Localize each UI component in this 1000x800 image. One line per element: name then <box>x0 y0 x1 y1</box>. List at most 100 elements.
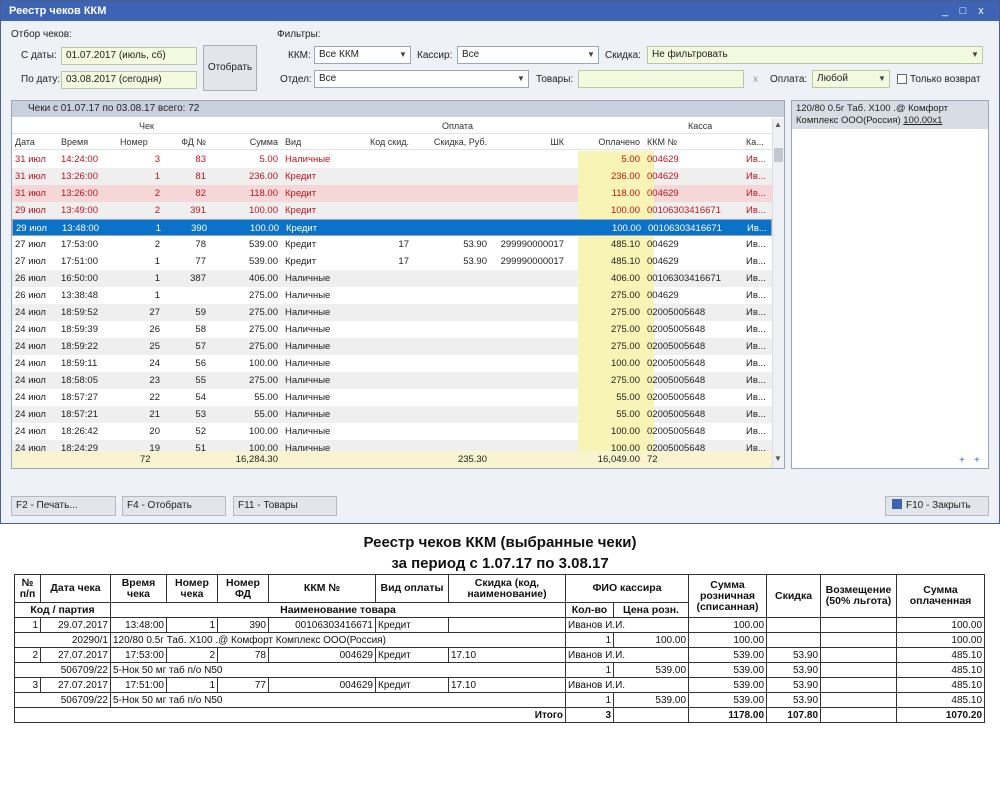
col-kkm[interactable]: ККМ № <box>647 137 678 147</box>
chevron-down-icon: ▼ <box>878 74 886 83</box>
r-date: 29.07.2017 <box>40 617 111 633</box>
cell-kkm: 02005005648 <box>647 375 706 386</box>
r-discount: 53.90 <box>766 647 822 663</box>
table-row[interactable]: 26 июл 16:50:00 1 387 406.00 Наличные 406.00 00… <box>12 270 772 287</box>
receipt-item[interactable]: 120/80 0.5г Таб. Х100 .@ Комфорт Комплек… <box>792 101 988 129</box>
select-f4-button[interactable]: F4 - Отобрать <box>122 496 226 516</box>
col-kind[interactable]: Вид <box>285 137 302 147</box>
cell-discount <box>418 220 488 235</box>
cell-time: 13:49:00 <box>61 205 98 216</box>
select-button[interactable]: Отобрать <box>203 45 257 91</box>
kkm-label: ККМ: <box>288 50 311 61</box>
table-row[interactable]: 24 июл 18:57:27 22 54 55.00 Наличные 55.00 0200… <box>12 389 772 406</box>
r-cashier: Иванов И.И. <box>564 647 690 663</box>
from-date-field[interactable]: 01.07.2017 (июль, сб) <box>61 47 197 65</box>
cell-discount-code <box>357 338 409 355</box>
cell-fd: 51 <box>195 443 206 451</box>
col-number[interactable]: Номер <box>120 137 148 147</box>
r-item-sum: 100.00 <box>688 632 768 648</box>
cell-date: 26 июл <box>15 290 46 301</box>
print-button[interactable]: F2 - Печать... <box>11 496 116 516</box>
paid-highlight <box>578 168 654 185</box>
table-row[interactable]: 29 июл 13:49:00 2 391 100.00 Кредит 100.00 0010… <box>12 202 772 219</box>
r-item-price: 539.00 <box>612 662 690 678</box>
dept-select-value: Все <box>319 73 337 84</box>
cell-number: 1 <box>154 273 160 284</box>
table-row[interactable]: 31 июл 13:26:00 1 81 236.00 Кредит 236.00 00462… <box>12 168 772 185</box>
table-row[interactable]: 24 июл 18:59:52 27 59 275.00 Наличные 275.00 02… <box>12 304 772 321</box>
cell-discount <box>417 168 487 185</box>
receipt-item-amount-link[interactable]: 100.00x1 <box>903 115 943 126</box>
maximize-icon[interactable]: □ <box>959 5 967 17</box>
table-row[interactable]: 24 июл 18:59:22 25 57 275.00 Наличные 275.00 02… <box>12 338 772 355</box>
col-time[interactable]: Время <box>61 137 89 147</box>
col-date[interactable]: Дата <box>15 137 35 147</box>
add-icon[interactable]: + <box>959 455 965 466</box>
r-kkm: 004629 <box>268 647 376 663</box>
dept-select[interactable]: Все ▼ <box>314 70 529 88</box>
col-discount-code[interactable]: Код скид. <box>369 137 409 147</box>
table-row[interactable]: 24 июл 18:24:29 19 51 100.00 Наличные 100.00 02… <box>12 440 772 451</box>
receipts-grid: Чеки с 01.07.17 по 03.08.17 всего: 72 Че… <box>11 100 785 469</box>
cell-fd: 83 <box>195 154 206 165</box>
chevron-down-icon: ▼ <box>517 74 525 83</box>
close-button[interactable]: F10 - Закрыть <box>885 496 989 516</box>
scroll-thumb[interactable] <box>774 148 783 162</box>
cell-time: 17:53:00 <box>61 239 98 250</box>
window-titlebar: Реестр чеков ККМ <box>1 1 999 21</box>
r-total-sum: 1178.00 <box>688 707 768 723</box>
cell-barcode <box>492 372 564 389</box>
r-item-discount: 53.90 <box>766 662 822 678</box>
rh-price: Цена розн. <box>612 602 690 618</box>
table-row[interactable]: 24 июл 18:26:42 20 52 100.00 Наличные 100.00 02… <box>12 423 772 440</box>
discount-select[interactable]: Не фильтровать ▼ <box>647 46 983 64</box>
clear-goods-icon[interactable]: x <box>753 74 758 85</box>
table-row[interactable]: 24 июл 18:59:11 24 56 100.00 Наличные 100.00 02… <box>12 355 772 372</box>
goods-button[interactable]: F11 - Товары <box>233 496 337 516</box>
scroll-down-icon[interactable]: ▼ <box>774 454 782 463</box>
table-row[interactable]: 29 июл 13:48:00 1 390 100.00 Кредит 100.00 0010… <box>12 219 772 236</box>
kkm-select[interactable]: Все ККМ ▼ <box>314 46 411 64</box>
cell-kkm: 004629 <box>647 154 679 165</box>
cell-paid: 236.00 <box>610 171 640 182</box>
table-row[interactable]: 24 июл 18:59:39 26 58 275.00 Наличные 275.00 02… <box>12 321 772 338</box>
cell-cashier: Ив... <box>746 358 766 369</box>
r-total-discount: 107.80 <box>766 707 822 723</box>
col-paid[interactable]: Оплачено <box>598 137 640 147</box>
payment-select[interactable]: Любой ▼ <box>812 70 890 88</box>
add-all-icon[interactable]: + <box>974 455 980 466</box>
col-cashier[interactable]: Ка... <box>746 137 764 147</box>
report-receipt-row: 3 27.07.2017 17:51:00 1 77 004629 Кредит 17.10 И… <box>14 677 986 693</box>
grid-scrollbar[interactable]: ▲ ▼ <box>772 118 784 468</box>
cell-kkm: 02005005648 <box>647 358 706 369</box>
minimize-icon[interactable]: _ <box>941 5 949 17</box>
table-row[interactable]: 31 июл 13:26:00 2 82 118.00 Кредит 118.00 00462… <box>12 185 772 202</box>
table-row[interactable]: 26 июл 13:38:48 1 275.00 Наличные 275.00 00462… <box>12 287 772 304</box>
cell-kind: Наличные <box>285 409 331 420</box>
cell-paid: 275.00 <box>610 307 640 318</box>
r-item-paid: 485.10 <box>896 692 986 708</box>
to-date-field[interactable]: 03.08.2017 (сегодня) <box>61 71 197 89</box>
col-discount-rub[interactable]: Скидка, Руб. <box>433 137 487 147</box>
rh-paid-sum: Сумма оплаченная <box>896 574 986 618</box>
goods-field[interactable] <box>578 70 744 88</box>
table-row[interactable]: 24 июл 18:57:21 21 53 55.00 Наличные 55.00 0200… <box>12 406 772 423</box>
cell-number: 2 <box>154 239 160 250</box>
table-row[interactable]: 27 июл 17:51:00 1 77 539.00 Кредит 17 53.90 2999… <box>12 253 772 270</box>
close-icon[interactable]: x <box>978 5 984 17</box>
cashier-select[interactable]: Все ▼ <box>457 46 599 64</box>
cell-sum: 118.00 <box>249 188 278 199</box>
scroll-up-icon[interactable]: ▲ <box>774 120 782 129</box>
cell-cashier: Ив... <box>746 426 766 437</box>
cashier-label: Кассир: <box>417 50 453 61</box>
returns-only-checkbox[interactable] <box>897 74 907 84</box>
r-item-name: 5-Нок 50 мг таб п/о N50 <box>110 692 566 708</box>
table-row[interactable]: 24 июл 18:58:05 23 55 275.00 Наличные 275.00 02… <box>12 372 772 389</box>
col-fd[interactable]: ФД № <box>181 137 206 147</box>
paid-highlight <box>578 440 654 451</box>
table-row[interactable]: 31 июл 14:24:00 3 83 5.00 Наличные 5.00 004629 И… <box>12 151 772 168</box>
table-row[interactable]: 27 июл 17:53:00 2 78 539.00 Кредит 17 53.90 2999… <box>12 236 772 253</box>
col-barcode[interactable]: ШК <box>550 137 565 147</box>
col-sum[interactable]: Сумма <box>249 137 278 147</box>
cell-discount-code <box>357 202 409 219</box>
